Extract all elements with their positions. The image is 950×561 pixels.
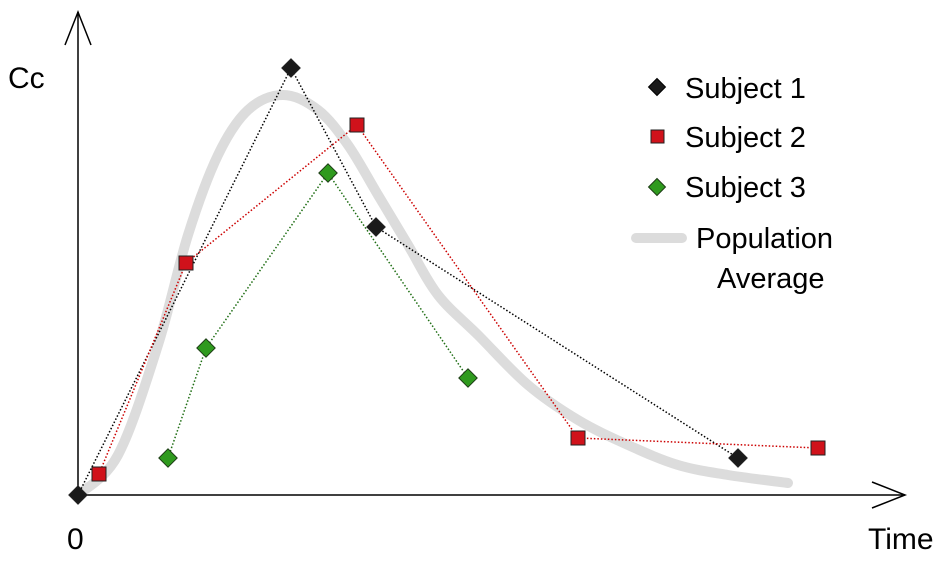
y-axis-arrow	[64, 9, 92, 46]
series-line-subject-3	[167, 171, 469, 459]
data-point-subject-2-4	[570, 430, 586, 446]
x-tick-label-0: 0	[67, 523, 84, 556]
legend: Subject 1 Subject 2 Subject 3 Population…	[631, 73, 833, 295]
series-markers-layer	[68, 58, 826, 505]
data-point-subject-2-2	[178, 255, 194, 271]
legend-label-subject-2: Subject 2	[685, 122, 806, 154]
axes: Cc Time 0	[8, 9, 934, 556]
legend-marker-subject-3	[647, 177, 667, 197]
data-point-subject-1-4	[728, 448, 748, 468]
series-line-subject-2	[98, 123, 819, 475]
population-average-curve	[73, 90, 793, 500]
legend-label-subject-1: Subject 1	[685, 73, 806, 105]
data-point-subject-2-1	[91, 466, 107, 482]
legend-label-population-average-line1: Population	[696, 223, 833, 255]
x-axis-arrow	[871, 481, 908, 509]
data-point-subject-2-5	[810, 440, 826, 456]
y-axis-label: Cc	[8, 62, 45, 95]
x-axis-label: Time	[868, 523, 934, 556]
data-point-subject-3-1	[158, 448, 178, 468]
legend-label-subject-3: Subject 3	[685, 172, 806, 204]
data-point-subject-3-4	[458, 368, 478, 388]
data-point-subject-2-3	[349, 117, 365, 133]
data-point-subject-1-2	[281, 58, 301, 78]
data-point-subject-1-1	[68, 485, 88, 505]
population-average-layer	[73, 90, 793, 500]
series-line-subject-1	[77, 66, 739, 496]
legend-marker-subject-2	[650, 129, 665, 144]
legend-item-population-average: Population Average	[631, 223, 833, 295]
data-point-subject-3-2	[196, 338, 216, 358]
data-point-subject-3-3	[318, 163, 338, 183]
legend-item-subject-2: Subject 2	[650, 122, 806, 154]
legend-item-subject-1: Subject 1	[647, 73, 806, 105]
series-lines-layer	[77, 66, 819, 496]
legend-item-subject-3: Subject 3	[647, 172, 806, 204]
legend-label-population-average-line2: Average	[717, 263, 825, 295]
data-point-subject-1-3	[366, 217, 386, 237]
legend-marker-subject-1	[647, 77, 667, 97]
